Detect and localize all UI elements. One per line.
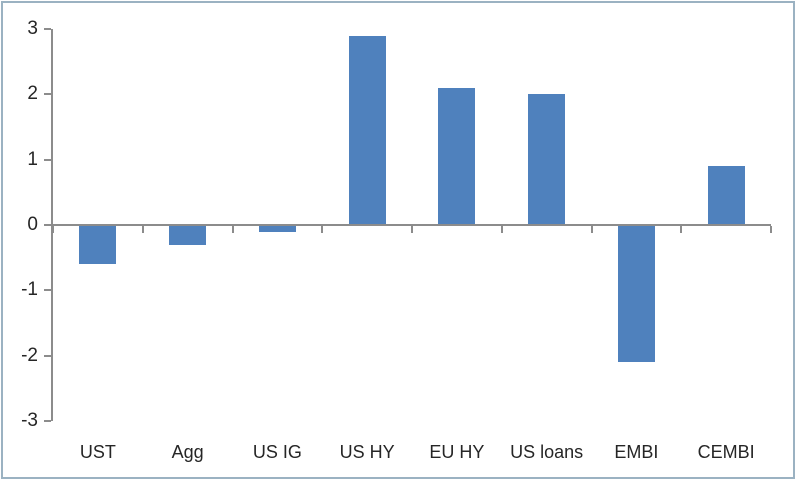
x-category-label-us-loans: US loans	[510, 442, 584, 462]
x-axis-tick	[321, 226, 324, 233]
y-axis-tick	[44, 28, 51, 30]
bar-agg	[169, 225, 207, 245]
y-axis-tick	[44, 93, 51, 96]
y-tick-label--3: -3	[21, 409, 38, 431]
x-category-label-cembi: CEMBI	[697, 442, 755, 462]
x-axis-tick	[680, 226, 683, 233]
y-axis-line	[51, 29, 53, 421]
x-axis-tick	[141, 226, 144, 233]
y-tick-label-1: 1	[27, 148, 38, 170]
y-tick-label-3: 3	[27, 18, 38, 39]
x-category-label-embi: EMBI	[614, 442, 659, 462]
x-axis-tick	[500, 226, 503, 233]
y-tick-label--2: -2	[21, 344, 38, 366]
x-category-label-eu-hy: EU HY	[429, 442, 485, 462]
x-axis-tick	[770, 226, 772, 233]
y-tick-label--1: -1	[21, 279, 38, 301]
x-category-label-us-ig: US IG	[252, 442, 302, 462]
y-axis-tick	[44, 224, 51, 226]
x-axis-zero-line	[53, 224, 771, 226]
x-category-label-ust: UST	[79, 442, 116, 462]
x-axis-tick	[590, 226, 593, 233]
x-category-label-agg: Agg	[171, 442, 204, 462]
bar-eu-hy	[438, 87, 476, 225]
bar-ust	[79, 225, 117, 265]
x-axis-tick	[52, 226, 54, 233]
y-tick-label-2: 2	[27, 83, 38, 105]
y-axis-tick	[44, 158, 51, 161]
bar-us-hy	[348, 35, 386, 225]
y-tick-label-0: 0	[27, 214, 38, 235]
bar-us-loans	[528, 94, 566, 225]
y-axis-tick	[44, 354, 51, 357]
bar-cembi	[707, 166, 745, 225]
x-category-label-us-hy: US HY	[339, 442, 395, 462]
bar-embi	[617, 225, 655, 363]
y-axis-tick	[44, 419, 51, 422]
bar-us-ig	[258, 225, 296, 232]
y-axis-tick	[44, 289, 51, 292]
x-axis-tick	[231, 226, 234, 233]
x-axis-tick	[411, 226, 413, 233]
